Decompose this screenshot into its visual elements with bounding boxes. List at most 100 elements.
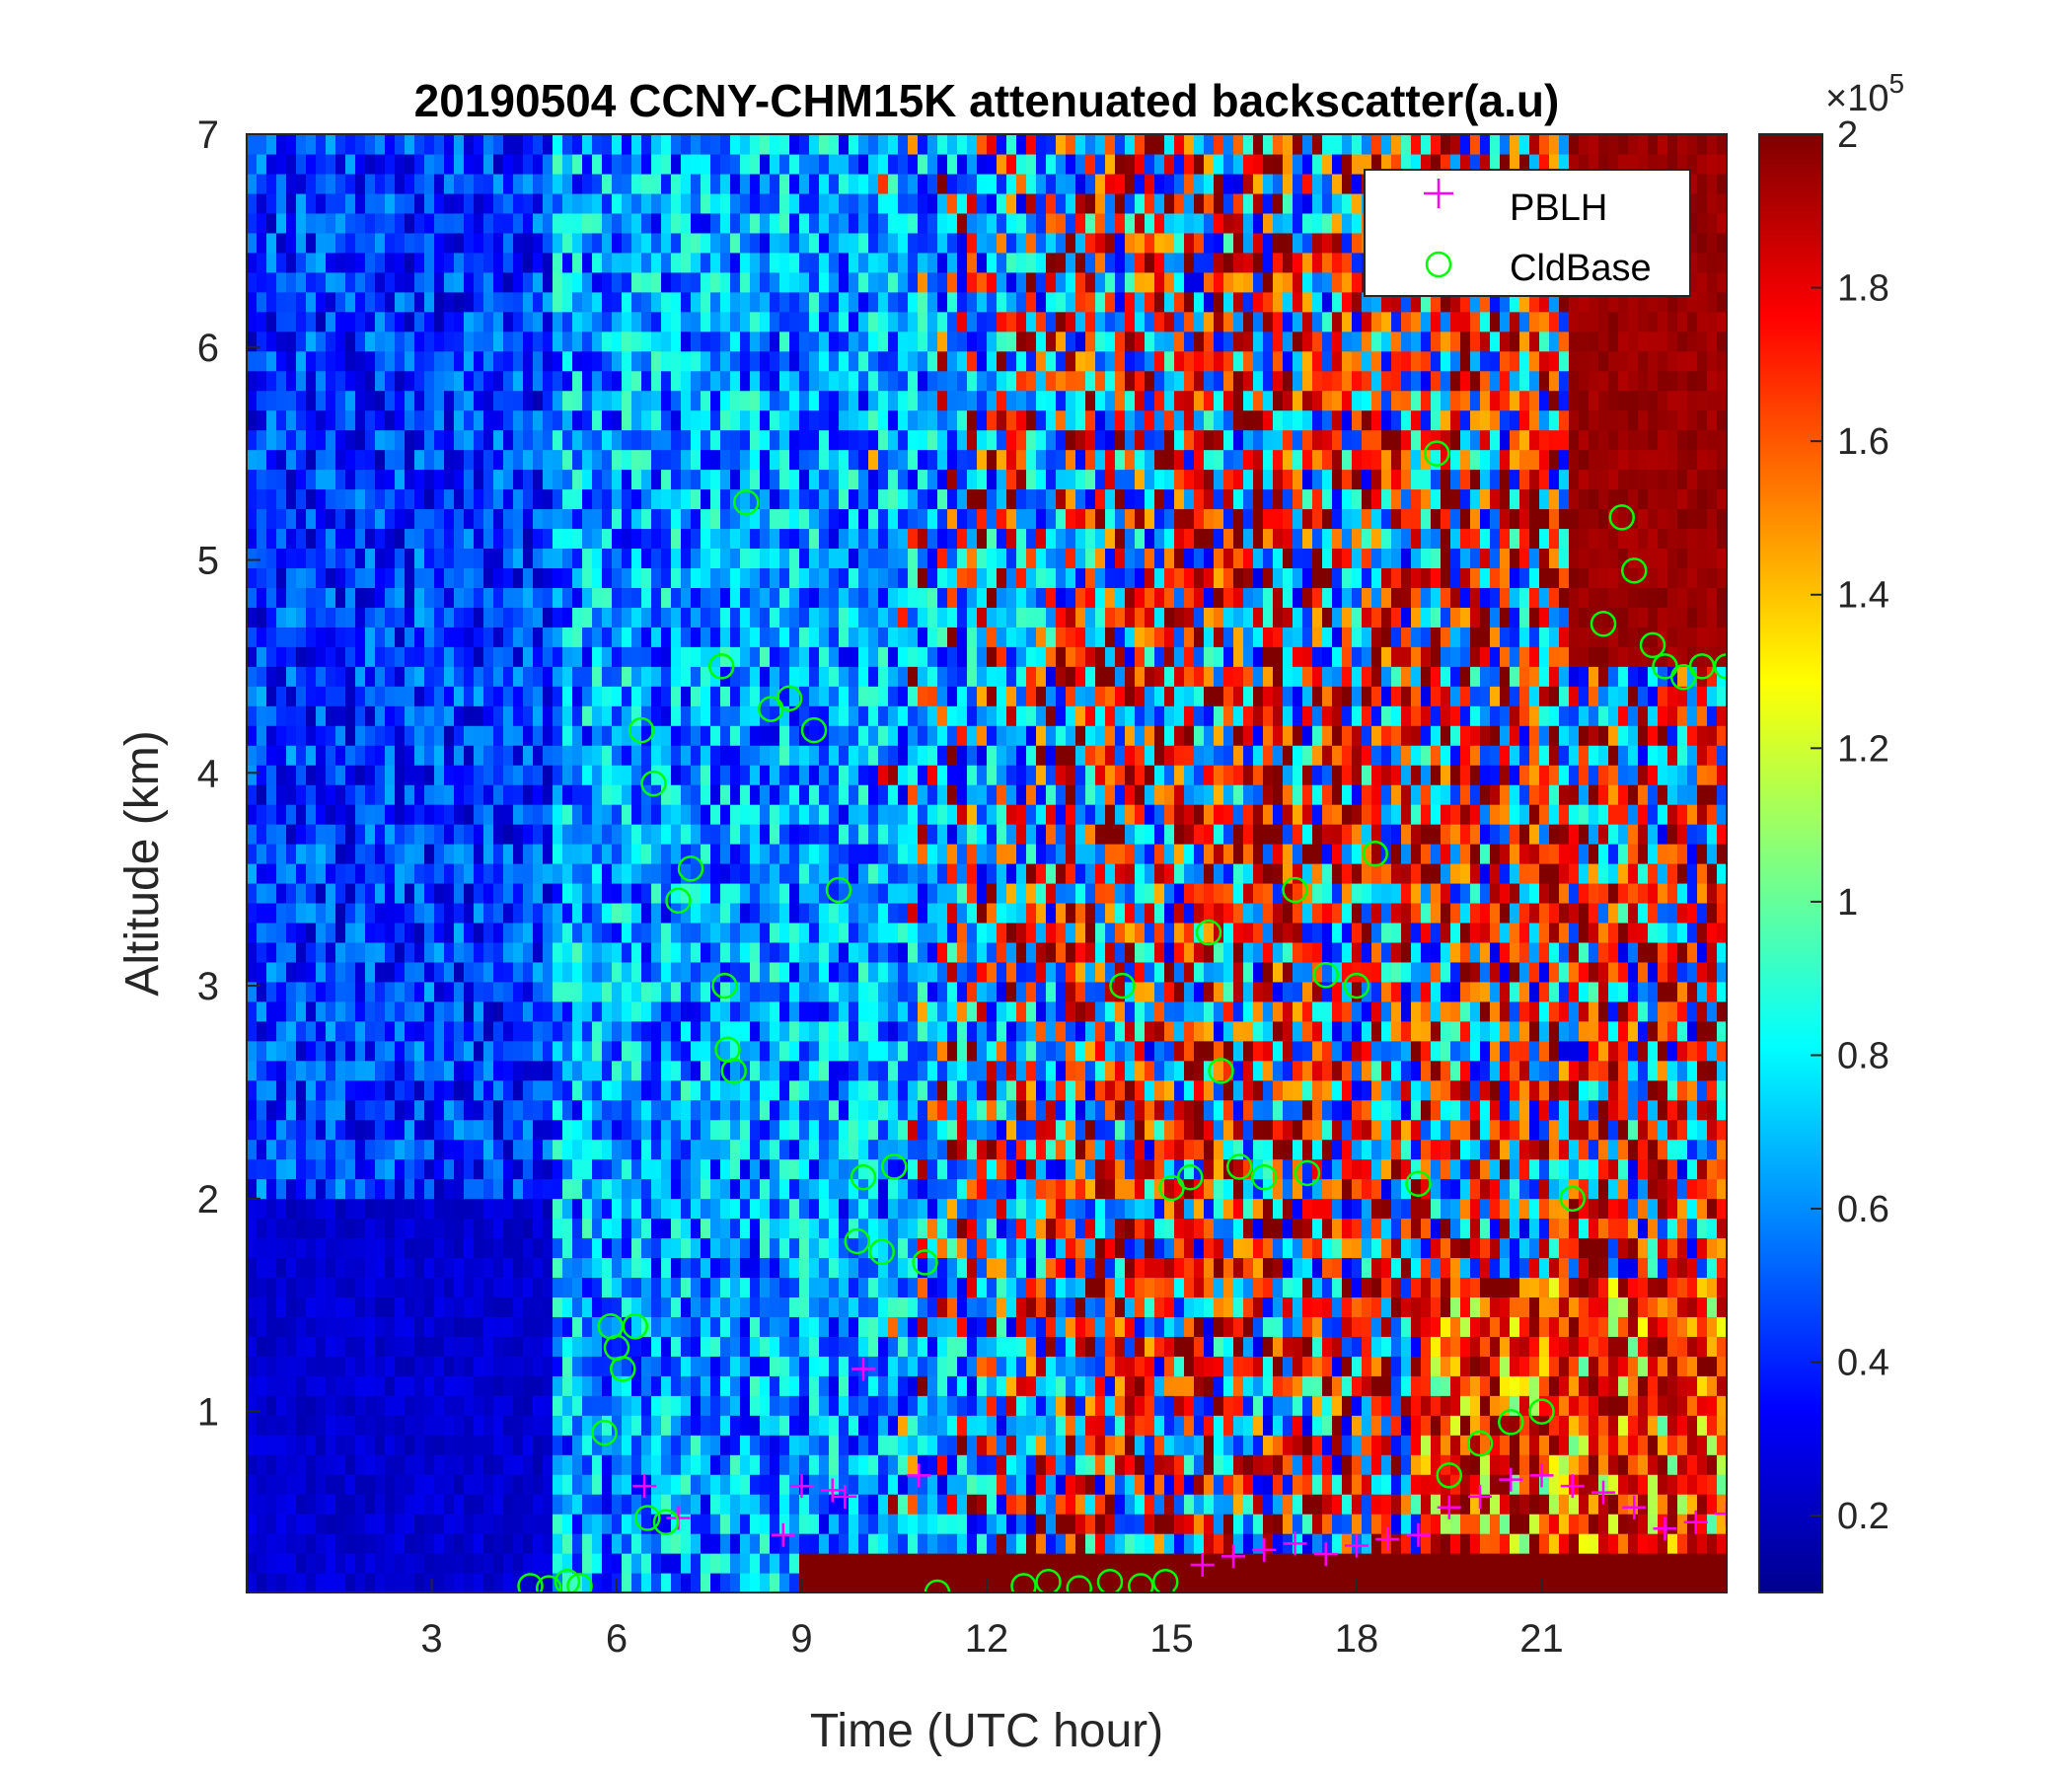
- colorbar-exponent: ×105: [1825, 68, 1904, 119]
- colorbar-tick-label: 1.4: [1837, 575, 1889, 617]
- x-tick-label: 9: [790, 1617, 812, 1661]
- cldbase-point: [536, 1575, 562, 1592]
- chart-title: 20190504 CCNY-CHM15K attenuated backscat…: [414, 75, 1560, 126]
- legend-cldbase-label: CldBase: [1510, 248, 1652, 289]
- cldbase-point: [868, 1238, 895, 1266]
- colorbar-gradient: [1759, 134, 1822, 1592]
- cldbase-point: [1559, 1185, 1586, 1213]
- pblh-point: [907, 1463, 931, 1488]
- x-tick-label: 3: [420, 1617, 442, 1661]
- cldbase-point: [1035, 1568, 1062, 1592]
- cldbase-point: [591, 1419, 618, 1446]
- colorbar-tick-label: 2: [1837, 114, 1858, 156]
- pblh-point: [820, 1478, 845, 1503]
- pblh-point: [1468, 1484, 1492, 1509]
- cldbase-point: [1343, 972, 1370, 999]
- cldbase-point: [634, 1505, 661, 1531]
- x-tick-label: 6: [606, 1617, 628, 1661]
- cldbase-point: [1498, 1409, 1524, 1436]
- colorbar-tick-label: 0.8: [1837, 1035, 1889, 1076]
- cldbase-point: [844, 1227, 870, 1255]
- cldbase-point: [1294, 1159, 1321, 1187]
- cldbase-point: [1466, 1430, 1494, 1457]
- cldbase-point: [1152, 1568, 1179, 1592]
- cldbase-point: [1362, 841, 1388, 867]
- cldbase-point: [1010, 1573, 1037, 1592]
- cldbase-point: [1208, 1058, 1234, 1084]
- pblh-point: [1653, 1517, 1677, 1541]
- cldbase-point: [1109, 972, 1136, 999]
- legend-box: [1364, 169, 1691, 297]
- pblh-point: [1591, 1480, 1615, 1505]
- cldbase-point: [1621, 557, 1648, 584]
- pblh-point: [1190, 1552, 1215, 1577]
- cldbase-point: [850, 1164, 877, 1191]
- cldbase-point: [912, 1249, 938, 1276]
- colorbar-tick-label: 1: [1837, 882, 1858, 924]
- cldbase-point: [1251, 1164, 1278, 1191]
- legend: PBLH CldBase: [1364, 169, 1691, 297]
- colorbar-tick-label: 0.2: [1837, 1496, 1889, 1537]
- cldbase-point: [1424, 440, 1450, 467]
- pblh-point: [1437, 1495, 1461, 1519]
- pblh-point: [833, 1484, 857, 1509]
- backscatter-heatmap: [247, 134, 1727, 1592]
- cldbase-point: [711, 972, 738, 999]
- y-tick-label: 2: [197, 1178, 219, 1221]
- cldbase-point: [1639, 631, 1666, 659]
- cldbase-point: [677, 855, 704, 882]
- pblh-point: [1406, 1522, 1431, 1547]
- cldbase-point: [825, 876, 852, 904]
- cldbase-point: [733, 489, 760, 516]
- pblh-point: [851, 1357, 875, 1381]
- x-tick-label: 15: [1149, 1617, 1194, 1661]
- colorbar-tick-label: 1.6: [1837, 421, 1889, 463]
- cldbase-point: [800, 716, 828, 744]
- y-axis: 1 2 3 4 5 6 7: [197, 113, 260, 1435]
- cldbase-point: [1128, 1573, 1154, 1592]
- colorbar-tick-label: 0.6: [1837, 1189, 1889, 1230]
- pblh-point: [1252, 1537, 1277, 1562]
- pblh-point: [1529, 1463, 1554, 1488]
- cldbase-point: [652, 1509, 680, 1536]
- colorbar-tick-label: 0.4: [1837, 1343, 1889, 1384]
- cldbase-point: [924, 1579, 951, 1592]
- x-tick-label: 18: [1335, 1617, 1379, 1661]
- y-tick-label: 4: [197, 752, 219, 795]
- y-axis-label: Altitude (km): [116, 730, 169, 996]
- x-tick-label: 12: [965, 1617, 1009, 1661]
- cldbase-point: [881, 1153, 908, 1180]
- cldbase-point: [776, 685, 803, 712]
- x-axis: 3 6 9 12 15 18 21: [420, 1579, 1564, 1661]
- cldbase-point: [1590, 611, 1617, 637]
- pblh-point: [1499, 1467, 1523, 1492]
- colorbar: 0.2 0.4 0.6 0.8 1 1.2 1.4 1.6 1.8 2 ×105: [1758, 68, 1904, 1593]
- cldbase-point: [1713, 653, 1727, 680]
- cldbase-point: [1405, 1170, 1432, 1197]
- y-tick-label: 7: [197, 113, 219, 157]
- colorbar-frame: [1758, 133, 1823, 1593]
- y-tick-label: 5: [197, 540, 219, 583]
- cldbase-point: [1177, 1164, 1204, 1191]
- cldbase-point: [554, 1568, 581, 1592]
- x-tick-label: 21: [1519, 1617, 1564, 1661]
- pblh-point: [632, 1474, 657, 1499]
- pblh-point: [1715, 1502, 1727, 1526]
- cldbase-point: [628, 716, 655, 744]
- legend-pblh-icon: [1424, 179, 1453, 208]
- pblh-point: [771, 1522, 795, 1547]
- cldbase-point: [517, 1573, 544, 1592]
- cldbase-series: [517, 440, 1727, 1592]
- pblh-point: [1622, 1495, 1647, 1519]
- pblh-point: [1375, 1527, 1400, 1552]
- cldbase-point: [1066, 1575, 1092, 1592]
- cldbase-point: [1608, 504, 1635, 531]
- legend-pblh-label: PBLH: [1510, 187, 1607, 229]
- x-axis-label: Time (UTC hour): [810, 1705, 1163, 1757]
- cldbase-point: [1096, 1568, 1124, 1592]
- cldbase-point: [622, 1313, 648, 1340]
- cldbase-point: [1195, 919, 1222, 946]
- cldbase-point: [1312, 962, 1339, 989]
- y-tick-label: 6: [197, 327, 219, 370]
